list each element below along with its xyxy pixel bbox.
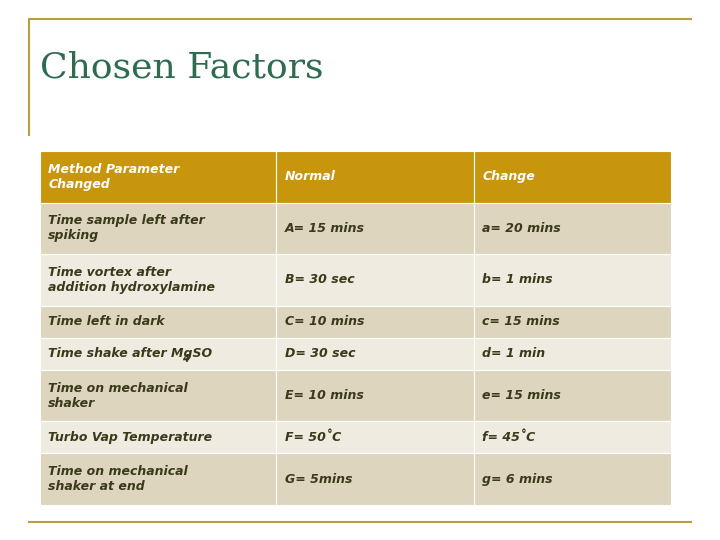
- Text: A= 15 mins: A= 15 mins: [285, 222, 365, 235]
- Text: Time sample left after
spiking: Time sample left after spiking: [48, 214, 205, 242]
- Text: F= 50˚C: F= 50˚C: [285, 431, 341, 444]
- Text: Change: Change: [482, 171, 535, 184]
- Text: Time left in dark: Time left in dark: [48, 315, 165, 328]
- Text: Time on mechanical
shaker: Time on mechanical shaker: [48, 382, 188, 409]
- Text: d= 1 min: d= 1 min: [482, 347, 546, 360]
- Text: Turbo Vap Temperature: Turbo Vap Temperature: [48, 431, 212, 444]
- Text: 4: 4: [182, 354, 189, 364]
- Text: Method Parameter
Changed: Method Parameter Changed: [48, 163, 179, 191]
- Text: Time on mechanical
shaker at end: Time on mechanical shaker at end: [48, 465, 188, 493]
- Text: E= 10 mins: E= 10 mins: [285, 389, 364, 402]
- Text: G= 5mins: G= 5mins: [285, 472, 352, 485]
- Text: Time vortex after
addition hydroxylamine: Time vortex after addition hydroxylamine: [48, 266, 215, 294]
- Text: c= 15 mins: c= 15 mins: [482, 315, 560, 328]
- Text: D= 30 sec: D= 30 sec: [285, 347, 355, 360]
- Text: g= 6 mins: g= 6 mins: [482, 472, 553, 485]
- Text: b= 1 mins: b= 1 mins: [482, 273, 553, 286]
- Text: Normal: Normal: [285, 171, 336, 184]
- Text: C= 10 mins: C= 10 mins: [285, 315, 364, 328]
- Text: Time shake after MgSO: Time shake after MgSO: [48, 347, 212, 360]
- Text: e= 15 mins: e= 15 mins: [482, 389, 562, 402]
- Text: Chosen Factors: Chosen Factors: [40, 51, 323, 84]
- Text: B= 30 sec: B= 30 sec: [285, 273, 354, 286]
- Text: f= 45˚C: f= 45˚C: [482, 431, 536, 444]
- Text: a= 20 mins: a= 20 mins: [482, 222, 561, 235]
